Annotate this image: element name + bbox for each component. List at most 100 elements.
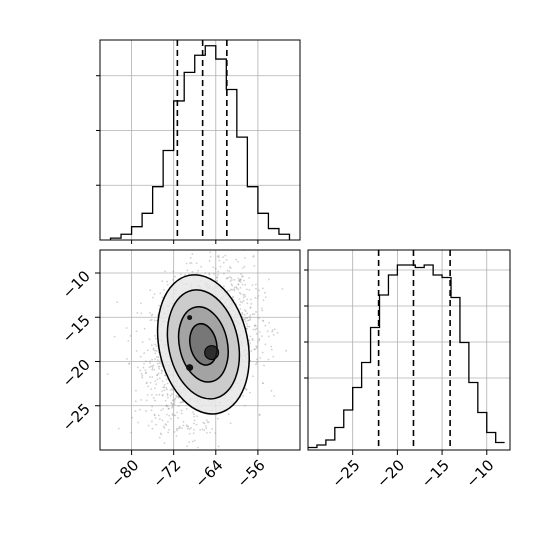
scatter-point xyxy=(239,279,242,281)
scatter-point xyxy=(174,397,177,400)
scatter-point xyxy=(159,432,162,435)
scatter-point xyxy=(248,316,251,318)
scatter-point xyxy=(257,295,260,297)
scatter-point xyxy=(186,269,189,272)
scatter-point xyxy=(151,313,154,316)
scatter-point xyxy=(144,371,147,374)
scatter-point xyxy=(202,421,205,424)
scatter-point xyxy=(174,275,176,278)
scatter-point xyxy=(251,284,254,287)
scatter-point xyxy=(254,296,257,299)
scatter-point xyxy=(163,442,166,444)
scatter-point xyxy=(192,432,195,435)
scatter-point xyxy=(225,277,228,280)
scatter-point xyxy=(246,317,249,320)
x-tick-label: −15 xyxy=(418,456,453,491)
scatter-point xyxy=(239,301,242,303)
scatter-point xyxy=(161,370,163,373)
scatter-point xyxy=(160,433,163,436)
scatter-point xyxy=(160,362,163,365)
scatter-point xyxy=(255,347,258,350)
scatter-point xyxy=(231,296,234,299)
scatter-point xyxy=(201,428,204,431)
scatter-point xyxy=(165,424,168,427)
scatter-point xyxy=(169,417,172,420)
scatter-point xyxy=(177,416,180,419)
scatter-point xyxy=(246,302,249,305)
scatter-point xyxy=(172,270,175,273)
scatter-point xyxy=(144,369,147,372)
scatter-point xyxy=(255,332,258,335)
scatter-point xyxy=(242,234,244,236)
scatter-point xyxy=(173,401,176,403)
scatter-point xyxy=(251,337,254,340)
scatter-point xyxy=(227,413,230,416)
scatter-point xyxy=(171,406,173,409)
scatter-point xyxy=(141,376,144,379)
scatter-point xyxy=(243,313,246,316)
x-tick-label: −20 xyxy=(373,456,408,491)
scatter-point xyxy=(148,366,151,369)
scatter-point xyxy=(161,390,164,393)
scatter-point xyxy=(169,389,172,392)
scatter-point xyxy=(255,327,258,330)
scatter-point xyxy=(216,276,218,279)
x-tick-label: −56 xyxy=(234,456,269,491)
scatter-point xyxy=(229,280,232,283)
scatter-point xyxy=(235,286,238,288)
scatter-point xyxy=(153,414,156,417)
scatter-point xyxy=(203,429,206,431)
scatter-point xyxy=(131,416,134,419)
scatter-point xyxy=(243,309,246,311)
axes-frame xyxy=(99,39,301,241)
scatter-point xyxy=(157,414,160,417)
scatter-point xyxy=(157,372,160,375)
scatter-point xyxy=(190,262,193,264)
scatter-point xyxy=(175,435,178,437)
scatter-point xyxy=(139,302,142,305)
scatter-point xyxy=(239,307,242,310)
scatter-point xyxy=(225,259,228,261)
scatter-point xyxy=(235,258,238,261)
axes-frame xyxy=(307,249,511,451)
scatter-point xyxy=(255,287,257,290)
scatter-point xyxy=(150,365,152,368)
x-tick-label: −64 xyxy=(192,456,227,491)
scatter-point xyxy=(171,403,173,405)
scatter-point xyxy=(167,431,170,434)
scatter-point xyxy=(259,413,261,416)
scatter-point xyxy=(157,359,159,362)
scatter-point xyxy=(154,399,157,402)
scatter-point xyxy=(151,296,154,299)
scatter-point xyxy=(116,301,119,304)
scatter-point xyxy=(273,394,276,397)
scatter-point xyxy=(164,399,167,402)
scatter-point xyxy=(231,284,234,287)
density-contour xyxy=(177,306,229,383)
scatter-point xyxy=(223,285,225,288)
density-peak xyxy=(186,364,194,372)
scatter-point xyxy=(241,301,244,304)
scatter-point xyxy=(128,362,131,365)
scatter-point xyxy=(175,395,178,398)
scatter-point xyxy=(164,374,167,377)
scatter-point xyxy=(156,345,158,347)
scatter-point xyxy=(155,393,158,396)
scatter-point xyxy=(197,269,199,272)
scatter-point xyxy=(206,421,209,424)
scatter-point xyxy=(254,283,257,286)
scatter-point xyxy=(243,318,245,321)
scatter-point xyxy=(243,404,246,407)
y-tick-label: −10 xyxy=(59,267,94,302)
scatter-point xyxy=(145,382,148,385)
scatter-point xyxy=(193,428,196,431)
scatter-point xyxy=(151,420,153,423)
scatter-point xyxy=(242,293,245,296)
x-tick-label: −10 xyxy=(462,456,497,491)
scatter-point xyxy=(261,382,264,384)
scatter-point xyxy=(188,441,191,444)
scatter-point xyxy=(152,397,155,399)
scatter-point xyxy=(180,401,183,404)
scatter-point xyxy=(164,270,167,273)
scatter-point xyxy=(216,276,218,279)
